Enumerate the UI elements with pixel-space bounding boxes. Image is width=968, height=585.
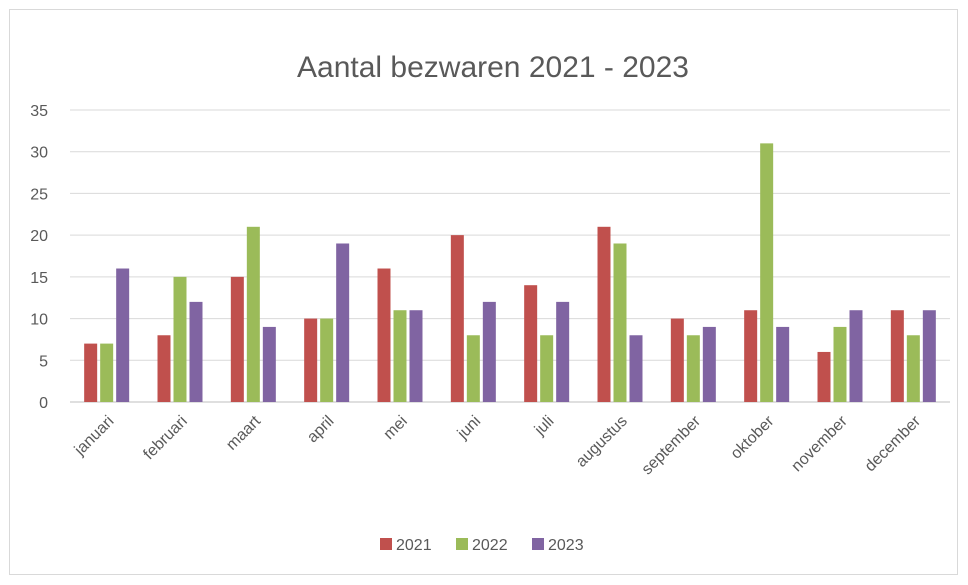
bar-2023-juni: [482, 301, 496, 402]
x-tick-label: november: [788, 412, 851, 475]
bar-2023-september: [702, 326, 716, 402]
bar-2023-oktober: [776, 326, 790, 402]
bar-2023-november: [849, 310, 863, 402]
y-tick-label: 15: [30, 270, 48, 287]
legend-label-2021: 2021: [396, 537, 432, 554]
bar-2022-september: [686, 335, 700, 402]
legend: 2021 2022 2023: [380, 537, 584, 554]
bar-2022-december: [906, 335, 920, 402]
x-tick-label: december: [862, 412, 925, 475]
bar-2023-januari: [116, 268, 130, 402]
x-tick-label: september: [639, 412, 705, 478]
x-tick-label: juli: [531, 413, 558, 440]
bar-2021-december: [890, 310, 904, 402]
chart-frame: [9, 9, 958, 575]
bar-2023-maart: [262, 326, 276, 402]
bar-2022-mei: [393, 310, 407, 402]
x-tick-label: augustus: [573, 413, 631, 471]
x-tick-label: januari: [71, 413, 118, 460]
y-tick-label: 20: [30, 228, 48, 245]
bar-2022-november: [833, 326, 847, 402]
bar-2023-februari: [189, 301, 203, 402]
y-tick-label: 35: [30, 103, 48, 120]
bar-2023-december: [922, 310, 936, 402]
bar-2022-augustus: [613, 243, 627, 402]
bar-2022-maart: [246, 226, 260, 402]
legend-label-2022: 2022: [472, 537, 508, 554]
bar-2021-januari: [84, 343, 98, 402]
chart-title: Aantal bezwaren 2021 - 2023: [297, 51, 689, 84]
bar-2022-april: [320, 318, 334, 402]
bar-2021-juni: [450, 235, 464, 402]
bars: [84, 143, 936, 402]
bar-2023-mei: [409, 310, 423, 402]
bar-2023-augustus: [629, 335, 643, 402]
y-tick-label: 0: [39, 395, 48, 412]
y-tick-label: 30: [30, 145, 48, 162]
bar-2022-januari: [100, 343, 114, 402]
x-tick-label: maart: [223, 412, 264, 453]
legend-swatch-2022: [456, 538, 468, 550]
y-axis-ticks: 0 5 10 15 20 25 30 35: [30, 103, 48, 412]
bar-2022-februari: [173, 276, 187, 402]
bar-2021-juli: [524, 285, 538, 402]
bar-2021-februari: [157, 335, 171, 402]
x-tick-label: februari: [140, 413, 190, 463]
gridlines: [70, 109, 950, 403]
bar-2022-juni: [466, 335, 480, 402]
y-tick-label: 25: [30, 186, 48, 203]
bar-2023-juli: [556, 301, 570, 402]
bar-2021-mei: [377, 268, 391, 402]
bar-2022-oktober: [760, 143, 774, 402]
bar-2023-april: [336, 243, 350, 402]
x-tick-label: oktober: [728, 412, 778, 462]
bar-2021-september: [670, 318, 684, 402]
bar-2022-juli: [540, 335, 554, 402]
bar-2021-augustus: [597, 226, 611, 402]
x-tick-label: mei: [381, 413, 411, 443]
bar-2021-november: [817, 351, 831, 402]
x-tick-label: juni: [454, 413, 484, 443]
bar-2021-oktober: [744, 310, 758, 402]
x-axis-ticks: januari februari maart april mei juni juli augu…: [71, 412, 925, 478]
legend-swatch-2023: [532, 538, 544, 550]
y-tick-label: 10: [30, 312, 48, 329]
y-tick-label: 5: [39, 353, 48, 370]
x-tick-label: april: [304, 413, 337, 446]
bar-2021-maart: [230, 276, 244, 402]
legend-label-2023: 2023: [548, 537, 584, 554]
bar-2021-april: [304, 318, 318, 402]
legend-swatch-2021: [380, 538, 392, 550]
